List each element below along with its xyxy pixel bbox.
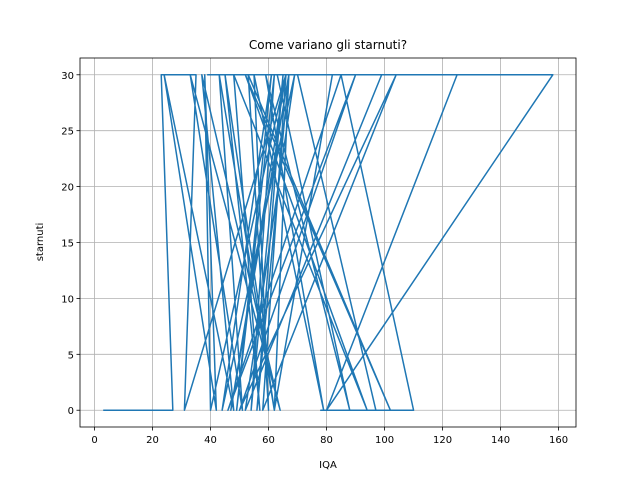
x-tick-label: 40 — [204, 435, 217, 446]
y-axis-label: starnuti — [35, 223, 46, 262]
x-tick-label: 80 — [320, 435, 333, 446]
series-layer — [103, 74, 554, 411]
x-tick-label: 140 — [491, 435, 510, 446]
y-tick-label: 5 — [68, 350, 74, 361]
x-tick-label: 160 — [549, 435, 568, 446]
y-tick-label: 0 — [68, 406, 74, 417]
chart-title: Come variano gli starnuti? — [249, 38, 407, 52]
y-tick-label: 10 — [61, 294, 74, 305]
x-axis-label: IQA — [319, 460, 337, 471]
ticks: 0 20 40 60 80 100 120 140 160 0 5 10 15 20 25 30 — [61, 71, 568, 446]
grid — [80, 58, 576, 427]
x-tick-label: 100 — [375, 435, 394, 446]
y-tick-label: 15 — [61, 239, 74, 250]
x-tick-label: 0 — [91, 435, 97, 446]
series-line — [103, 74, 554, 411]
y-tick-label: 20 — [61, 183, 74, 194]
x-tick-label: 120 — [433, 435, 452, 446]
x-tick-label: 20 — [146, 435, 159, 446]
y-tick-label: 30 — [61, 71, 74, 82]
y-tick-label: 25 — [61, 127, 74, 138]
x-tick-label: 60 — [262, 435, 275, 446]
